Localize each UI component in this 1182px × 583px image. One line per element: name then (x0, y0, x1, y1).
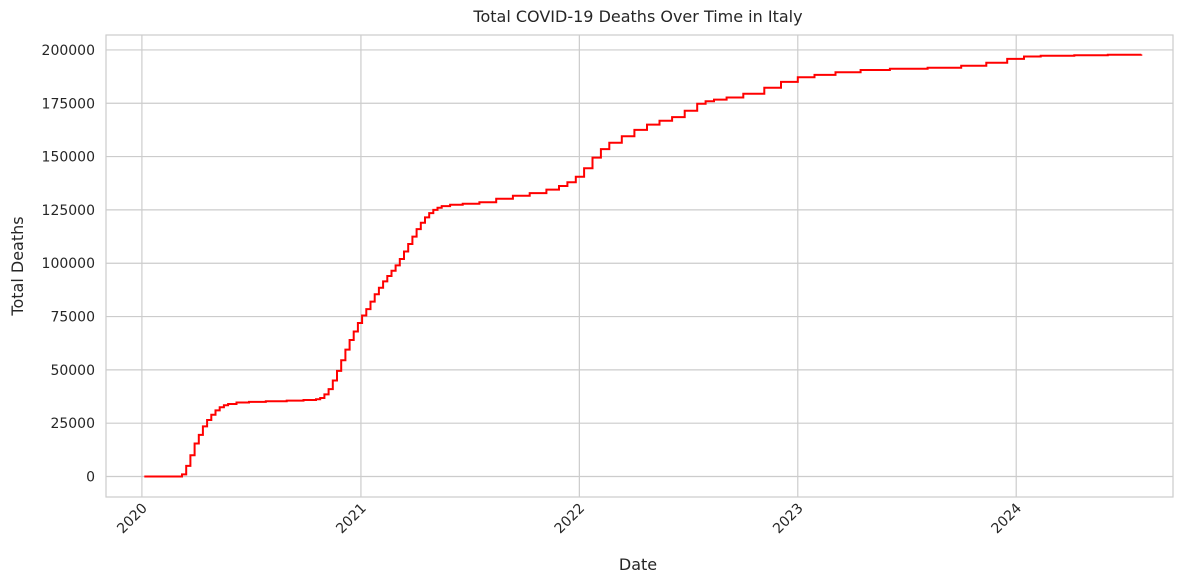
y-tick-label: 125000 (42, 203, 95, 219)
chart-title: Total COVID-19 Deaths Over Time in Italy (472, 7, 802, 26)
y-tick-label: 150000 (42, 150, 95, 166)
y-tick-label: 25000 (50, 416, 95, 432)
x-axis-title: Date (619, 555, 657, 574)
series-layer (144, 53, 1143, 478)
y-axis-title: Total Deaths (8, 216, 27, 316)
y-tick-labels: 0 25000 50000 75000 100000 125000 150000 175000… (42, 43, 95, 486)
y-tick-label: 50000 (50, 363, 95, 379)
y-tick-label: 200000 (42, 43, 95, 59)
y-tick-label: 0 (86, 470, 95, 486)
y-tick-label: 100000 (42, 256, 95, 272)
plot-frame (105, 34, 1174, 498)
y-tick-label: 75000 (50, 310, 95, 326)
grid-layer (106, 35, 1173, 497)
y-tick-label: 175000 (42, 96, 95, 112)
series-line (144, 53, 1143, 478)
